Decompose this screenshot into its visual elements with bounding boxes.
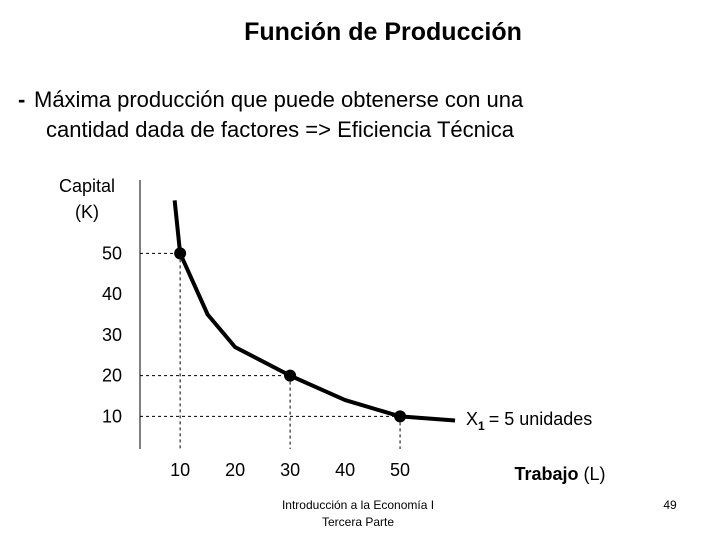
footer: Introducción a la Economía I <box>282 498 434 512</box>
y-axis-label: Capital <box>59 176 115 196</box>
point <box>284 369 297 382</box>
bullet-line: Máxima producción que puede obtenerse co… <box>34 87 524 112</box>
x-tick-label: 30 <box>280 460 300 480</box>
bullet-line: cantidad dada de factores => Eficiencia … <box>46 117 515 142</box>
x-tick-label: 50 <box>390 460 410 480</box>
footer: Tercera Parte <box>322 515 394 529</box>
annotation-text: X <box>466 409 478 429</box>
x-tick-label: 10 <box>170 460 190 480</box>
point <box>174 247 187 260</box>
x-axis-label-main: Trabajo <box>514 464 578 484</box>
isoquant-curve <box>172 200 456 423</box>
y-tick-label: 20 <box>102 366 122 386</box>
y-tick-label: 30 <box>102 325 122 345</box>
bullet-marker: - <box>18 87 25 112</box>
page-number: 49 <box>663 498 677 512</box>
y-tick-label: 40 <box>102 284 122 304</box>
annotation-subscript: 1 <box>478 419 485 433</box>
y-tick-label: 10 <box>102 406 122 426</box>
x-tick-label: 40 <box>335 460 355 480</box>
slide-title: Función de Producción <box>244 18 522 46</box>
y-tick-label: 50 <box>102 243 122 263</box>
x-axis-label: Trabajo (L) <box>514 464 605 484</box>
x-axis-label-unit: (L) <box>584 464 606 484</box>
annotation: X1 = 5 unidades <box>466 409 592 433</box>
point <box>394 410 407 423</box>
y-axis-label: (K) <box>75 202 99 222</box>
x-tick-label: 20 <box>225 460 245 480</box>
annotation-rest: = 5 unidades <box>489 409 593 429</box>
